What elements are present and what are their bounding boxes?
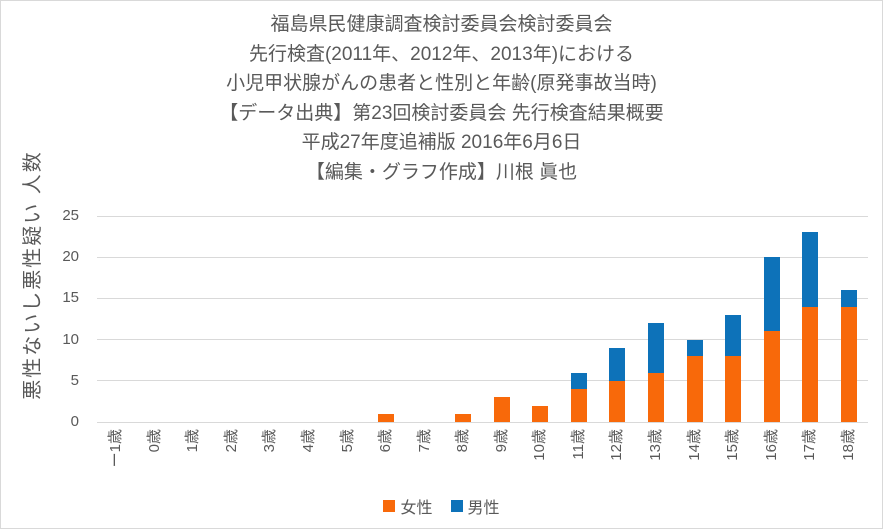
x-tick-label: 14歳 [685, 429, 703, 461]
x-tick-label: 17歳 [801, 429, 819, 461]
gridline [97, 380, 868, 382]
y-tick-label: 20 [62, 248, 79, 266]
x-tick-label: 0歳 [145, 429, 163, 453]
legend-swatch-icon [450, 500, 463, 512]
legend-label: 男性 [467, 500, 500, 517]
bar-segment-男性 [802, 232, 819, 307]
y-tick-label: 5 [70, 371, 79, 389]
x-tick-label: 11歳 [569, 429, 587, 460]
chart-title-line: 先行検査(2011年、2012年、2013年)における [248, 43, 635, 65]
x-tick-label: 10歳 [531, 429, 549, 461]
bar-segment-男性 [647, 323, 664, 373]
chart-title-line: 小児甲状腺がんの患者と性別と年齢(原発事故当時) [226, 73, 657, 94]
y-tick-label: 15 [62, 289, 79, 307]
x-tick-label: 4歳 [300, 429, 318, 453]
x-tick-label: 18歳 [839, 429, 857, 461]
bar-segment-男性 [609, 347, 626, 381]
bar-segment-女性 [455, 413, 472, 422]
bar-segment-女性 [802, 306, 819, 422]
x-tick-label: 13歳 [646, 429, 664, 461]
gridline [97, 215, 868, 217]
y-tick-label: 25 [62, 207, 79, 224]
x-tick-label: 5歳 [338, 429, 356, 453]
legend: 女性 男性 [1, 494, 882, 518]
x-tick-label: 7歳 [415, 429, 433, 453]
bar-segment-男性 [686, 339, 703, 357]
x-tick-label: 1歳 [184, 429, 202, 453]
y-tick-label: 0 [70, 413, 79, 430]
x-axis-line [97, 421, 868, 423]
bar-segment-男性 [840, 290, 857, 307]
x-tick-label: 2歳 [222, 429, 240, 453]
bar-segment-女性 [840, 306, 857, 422]
x-tick-label: 12歳 [608, 429, 626, 461]
gridline [97, 256, 868, 258]
chart-title-line: 福島県民健康調査検討委員会検討委員会 [270, 14, 613, 35]
bar-segment-女性 [725, 356, 742, 422]
legend-label: 女性 [400, 500, 433, 517]
x-tick-label: 16歳 [762, 429, 780, 461]
plot-area [97, 215, 868, 423]
bar-segment-女性 [570, 389, 587, 422]
chart-title-line: 【編集・グラフ作成】川根 眞也 [305, 161, 578, 183]
bar-segment-男性 [763, 257, 780, 332]
x-tick-label: 3歳 [261, 429, 279, 453]
legend-item: 女性 [383, 494, 433, 518]
x-tick-label: ー1歳 [107, 429, 125, 468]
bar-segment-女性 [686, 356, 703, 422]
chart-title-block: 福島県民健康調査検討委員会検討委員会先行検査(2011年、2012年、2013年… [1, 10, 882, 187]
bar-segment-女性 [609, 380, 626, 422]
y-tick-label: 10 [62, 330, 79, 348]
legend-item: 男性 [450, 494, 500, 518]
legend-swatch-icon [383, 500, 396, 512]
gridline [97, 297, 868, 299]
bar-segment-男性 [570, 372, 587, 390]
x-tick-label: 15歳 [724, 429, 742, 461]
bar-segment-女性 [493, 397, 510, 422]
bar-segment-男性 [725, 314, 742, 357]
bar-segment-女性 [763, 331, 780, 422]
x-tick-label: 9歳 [492, 429, 510, 453]
x-tick-label: 8歳 [454, 429, 472, 453]
chart-title-line: 平成27年度追補版 2016年6月6日 [301, 132, 582, 153]
chart-title-line: 【データ出典】第23回検討委員会 先行検査結果概要 [219, 102, 664, 124]
bar-segment-女性 [647, 372, 664, 422]
bar-segment-女性 [378, 413, 395, 422]
bar-segment-女性 [532, 405, 549, 422]
x-tick-label: 6歳 [377, 429, 395, 453]
gridline [97, 339, 868, 341]
